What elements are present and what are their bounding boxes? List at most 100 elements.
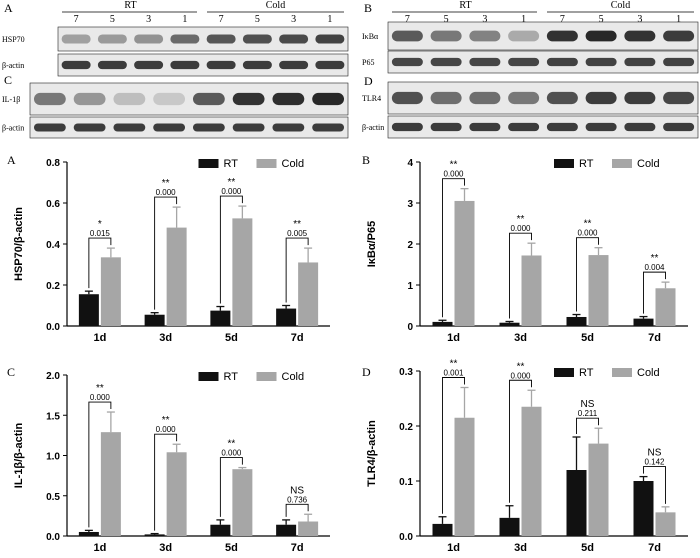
p-value-label: 0.736 [287,495,308,504]
blot-band [585,122,617,132]
legend-swatch-cold [612,159,632,168]
p-value-label: 0.142 [644,458,665,467]
significance-bracket [643,271,666,314]
blot-band [192,92,225,106]
y-tick-label: 0.5 [46,492,60,503]
bar-cold [166,452,187,536]
legend-label-rt: RT [579,158,594,170]
blot-band [585,30,617,42]
legend-swatch-rt [198,159,219,168]
blot-band [546,91,578,105]
y-tick-label: 2 [407,240,413,251]
lane-label: 3 [482,14,487,25]
bar-cold [166,227,187,326]
bar-rt [144,314,165,326]
significance-marker: ** [227,177,235,188]
bar-rt [499,322,520,326]
panel-letter: C [7,365,15,379]
x-tick-label: 7d [291,542,304,554]
x-tick-label: 7d [291,332,304,344]
bar-chart-a: A HSP70/β-actin 0.0 0.2 0.4 0.6 0.8 RT Cold 1d 0.0… [7,153,330,344]
blot-band [508,122,540,132]
y-tick-label: 0.8 [46,158,60,169]
blot-row-label: IL-1β [2,95,20,104]
group-label-rt: RT [124,0,136,11]
significance-marker: ** [517,361,525,372]
blot-band [624,122,656,132]
blot-row-label: P65 [362,58,374,67]
bar-rt [432,321,453,326]
x-tick-label: 1d [93,542,106,554]
blot-band [312,92,345,106]
bar-cold [588,443,609,536]
bar-rt [566,316,587,326]
blot-band [113,92,146,106]
x-tick-label: 5d [225,332,238,344]
lane-label: 1 [676,14,681,25]
bar-cold [298,521,319,536]
legend-label-cold: Cold [637,367,660,379]
blot-band [33,92,66,106]
blot-band [430,122,462,132]
panel-letter: C [4,73,12,87]
significance-marker: ** [293,219,301,230]
blot-band [469,57,501,67]
blot-band [585,57,617,67]
blot-band [312,123,345,132]
x-tick-label: 1d [447,542,460,554]
x-tick-label: 1d [93,332,106,344]
x-tick-label: 3d [514,542,527,554]
significance-bracket [442,377,465,514]
x-tick-label: 1d [447,332,460,344]
bar-cold [298,262,319,326]
significance-marker: NS [648,448,662,459]
blot-band [61,34,91,44]
blot-band [430,57,462,67]
blot-band [469,122,501,132]
blot-row-label: β-actin [2,61,24,70]
group-label-cold: Cold [266,0,285,11]
blot-band [242,34,272,44]
blot-row-label: TLR4 [362,94,381,103]
blot-band [546,30,578,42]
significance-marker: ** [450,359,458,370]
lane-label: 5 [110,14,115,25]
bar-chart-c: C IL-1β/β-actin 0.0 0.5 1.0 1.5 2.0 RT Cold 1d 0.0… [7,365,330,554]
significance-bracket [576,237,599,312]
y-tick-label: 0.0 [399,532,413,543]
bar-rt [276,308,297,326]
p-value-label: 0.000 [510,224,531,233]
significance-bracket [219,195,243,304]
significance-marker: ** [227,439,235,450]
legend-swatch-rt [554,159,574,168]
blot-band [508,30,540,42]
bar-rt [276,524,297,536]
blot-strip [57,53,349,77]
legend-swatch-cold [256,159,277,168]
blot-band [315,60,345,70]
blot-band [663,91,695,105]
significance-marker: ** [584,219,592,230]
significance-bracket [88,237,112,289]
blot-band [315,34,345,44]
blot-strip [387,50,699,74]
panel-letter: B [362,153,370,167]
significance-bracket [576,417,599,434]
blot-row-label: IκBα [362,32,379,41]
blot-band [134,60,164,70]
lane-label: 7 [405,14,410,25]
significance-marker: ** [450,160,458,171]
x-tick-label: 3d [514,332,527,344]
blot-band [663,122,695,132]
significance-bracket [509,232,532,319]
bar-rt [566,470,587,536]
blot-panel-d: D TLR4 β-actin [362,74,699,139]
blot-band [272,92,305,106]
x-tick-label: 3d [159,542,172,554]
bar-rt [210,310,231,326]
legend-label-cold: Cold [282,371,305,383]
blot-band [73,123,106,132]
significance-marker: NS [290,485,304,496]
